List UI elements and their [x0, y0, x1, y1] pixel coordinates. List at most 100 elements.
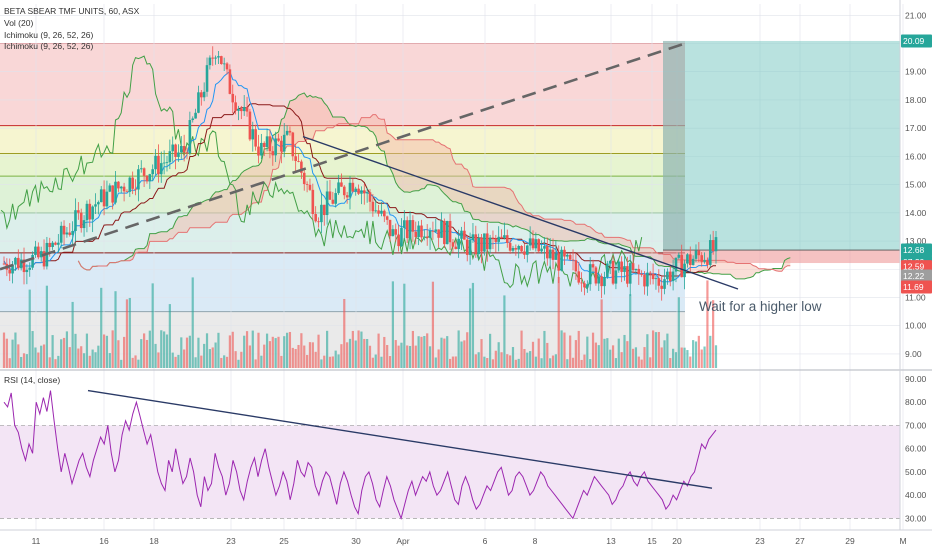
volume-bar: [697, 335, 700, 368]
candle-body: [371, 201, 375, 212]
volume-bar: [477, 352, 480, 368]
x-tick-label: Apr: [396, 536, 409, 546]
volume-bar: [434, 357, 437, 368]
candle-body: [711, 240, 715, 252]
volume-bar: [423, 336, 426, 368]
candle-body: [237, 108, 240, 111]
volume-bar: [245, 331, 249, 368]
candle-body: [500, 236, 503, 239]
candle-body: [268, 136, 272, 152]
candle-body: [691, 258, 695, 266]
candle-body: [25, 269, 29, 273]
y-tick-label: 14.00: [905, 208, 927, 218]
candle-body: [368, 192, 372, 202]
volume-bar: [248, 345, 252, 368]
candle-body: [580, 282, 583, 284]
candle-body: [628, 263, 632, 284]
candle-body: [677, 254, 681, 258]
volume-bar: [31, 331, 34, 368]
volume-bar: [131, 357, 134, 368]
volume-bar: [466, 332, 469, 368]
candle-body: [119, 186, 123, 189]
candle-body: [345, 195, 349, 198]
volume-bar: [348, 338, 352, 368]
candle-body: [534, 239, 538, 249]
candle-body: [231, 93, 235, 103]
candle-body: [159, 163, 163, 175]
candle-body: [122, 186, 126, 192]
volume-bar: [94, 352, 97, 368]
volume-legend[interactable]: Vol (20): [4, 18, 34, 28]
volume-bar: [40, 345, 43, 368]
volume-bar: [408, 345, 412, 368]
volume-bar: [594, 342, 598, 368]
volume-bar: [646, 334, 649, 368]
candle-body: [139, 168, 143, 170]
candle-body: [191, 118, 195, 121]
candle-body: [688, 254, 692, 266]
volume-bar: [494, 350, 497, 368]
symbol-legend[interactable]: BETA SBEAR TMF UNITS, 60, ASX: [4, 6, 140, 16]
candle-body: [548, 249, 552, 259]
volume-bar: [145, 339, 149, 368]
price-tag: [901, 280, 932, 294]
volume-bar: [137, 359, 140, 368]
candle-body: [168, 151, 172, 163]
candle-body: [708, 240, 712, 265]
fib-band: [0, 252, 685, 312]
y-tick-label: 9.00: [905, 349, 922, 359]
volume-bar: [297, 344, 300, 368]
volume-bar: [28, 289, 31, 368]
candle-body: [394, 229, 398, 235]
volume-bar: [42, 344, 46, 368]
volume-bar: [171, 352, 174, 368]
volume-bar: [134, 355, 137, 368]
volume-bar: [451, 356, 455, 368]
volume-bar: [51, 335, 54, 368]
candle-body: [314, 214, 317, 222]
candle-body: [360, 190, 363, 194]
candle-body: [82, 220, 86, 229]
rsi-legend[interactable]: RSI (14, close): [4, 375, 61, 385]
y-tick-label: 21.00: [905, 10, 927, 20]
volume-bar: [703, 346, 706, 368]
candle-body: [563, 249, 566, 257]
volume-bar: [160, 330, 163, 368]
volume-bar: [74, 333, 77, 368]
volume-bar: [174, 356, 177, 368]
ichimoku-legend-2[interactable]: Ichimoku (9, 26, 52, 26): [4, 41, 94, 51]
volume-bar: [463, 340, 466, 368]
volume-bar: [257, 332, 260, 368]
rsi-tick-label: 80.00: [905, 397, 927, 407]
candle-body: [560, 249, 563, 271]
price-tag: [901, 243, 932, 257]
volume-bar: [291, 347, 294, 368]
candle-body: [145, 175, 149, 182]
volume-bar: [331, 356, 334, 368]
volume-bar: [566, 359, 569, 368]
volume-bar: [600, 299, 603, 368]
candle-body: [423, 236, 426, 238]
dashed-trendline: [0, 42, 686, 271]
candle-body: [111, 185, 114, 203]
volume-bar: [45, 285, 48, 368]
candle-body: [408, 220, 412, 239]
volume-bar: [380, 356, 383, 368]
volume-bar: [692, 340, 695, 368]
volume-bar: [506, 354, 509, 368]
candle-body: [586, 284, 589, 288]
x-tick-label: 20: [672, 536, 682, 546]
candle-body: [200, 92, 203, 98]
candle-body: [62, 225, 66, 235]
candle-body: [420, 225, 423, 238]
volume-bar: [480, 339, 483, 368]
candle-body: [262, 142, 266, 148]
candle-body: [337, 182, 340, 194]
ichimoku-legend-1[interactable]: Ichimoku (9, 26, 52, 26): [4, 30, 94, 40]
volume-bar: [243, 335, 246, 368]
volume-bar: [563, 332, 566, 368]
x-tick-label: 30: [351, 536, 361, 546]
volume-bar: [377, 333, 380, 368]
candle-body: [51, 242, 54, 248]
